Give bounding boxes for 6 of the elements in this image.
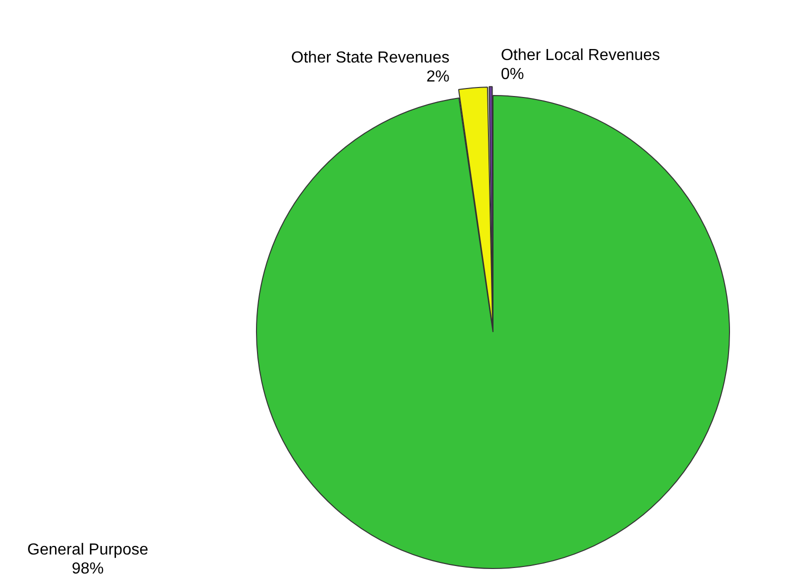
slice-label: Other State Revenues	[291, 49, 450, 66]
slice-label: General Purpose	[27, 542, 148, 559]
data-label: 0%	[500, 66, 524, 83]
slice-label: Other Local Revenues	[500, 46, 660, 64]
data-label: 98%	[72, 560, 104, 578]
data-label: 2%	[426, 68, 450, 86]
